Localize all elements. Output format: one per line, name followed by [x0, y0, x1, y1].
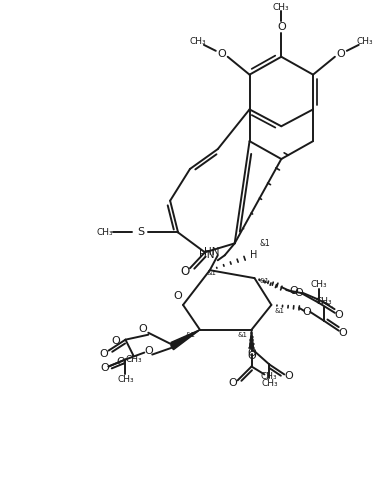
Text: &1: &1 — [186, 331, 196, 338]
Text: O: O — [284, 371, 293, 381]
Text: O: O — [337, 49, 345, 59]
Polygon shape — [171, 330, 200, 350]
Text: O: O — [290, 286, 299, 296]
Text: CH₃: CH₃ — [125, 355, 142, 364]
Text: C: C — [331, 306, 332, 307]
Polygon shape — [171, 330, 200, 347]
Text: O: O — [138, 324, 147, 334]
Text: O: O — [116, 357, 125, 367]
Text: O: O — [247, 348, 256, 358]
Text: S: S — [137, 227, 144, 237]
Text: &1: &1 — [274, 308, 284, 314]
Text: O: O — [99, 349, 108, 359]
Text: O: O — [338, 328, 347, 338]
Text: O: O — [335, 310, 343, 320]
Text: O: O — [228, 378, 237, 388]
Text: CH₃: CH₃ — [260, 372, 277, 381]
Text: HN: HN — [204, 247, 220, 258]
Text: HN: HN — [199, 250, 215, 260]
Text: &1: &1 — [259, 239, 270, 248]
Text: CH₃: CH₃ — [273, 3, 290, 12]
Text: H: H — [250, 250, 257, 260]
Text: CH₃: CH₃ — [261, 379, 278, 388]
Text: O: O — [144, 346, 153, 356]
Text: O: O — [277, 22, 286, 32]
Text: CH₃: CH₃ — [190, 37, 206, 46]
Text: CH₃: CH₃ — [316, 297, 332, 306]
Text: O: O — [174, 291, 182, 301]
Text: O: O — [303, 307, 311, 317]
Text: O: O — [247, 351, 256, 361]
Text: CH₃: CH₃ — [117, 375, 134, 384]
Text: O: O — [111, 336, 120, 346]
Text: O: O — [295, 288, 303, 298]
Text: &1: &1 — [238, 331, 247, 338]
Text: &1: &1 — [207, 270, 217, 276]
Text: CH₃: CH₃ — [311, 280, 327, 289]
Text: CH₃: CH₃ — [96, 228, 113, 237]
Text: CH₃: CH₃ — [356, 37, 373, 46]
Text: O: O — [100, 364, 109, 373]
Text: O: O — [217, 49, 226, 59]
Text: O: O — [180, 265, 190, 278]
Text: &1: &1 — [259, 278, 270, 284]
Polygon shape — [250, 330, 253, 348]
